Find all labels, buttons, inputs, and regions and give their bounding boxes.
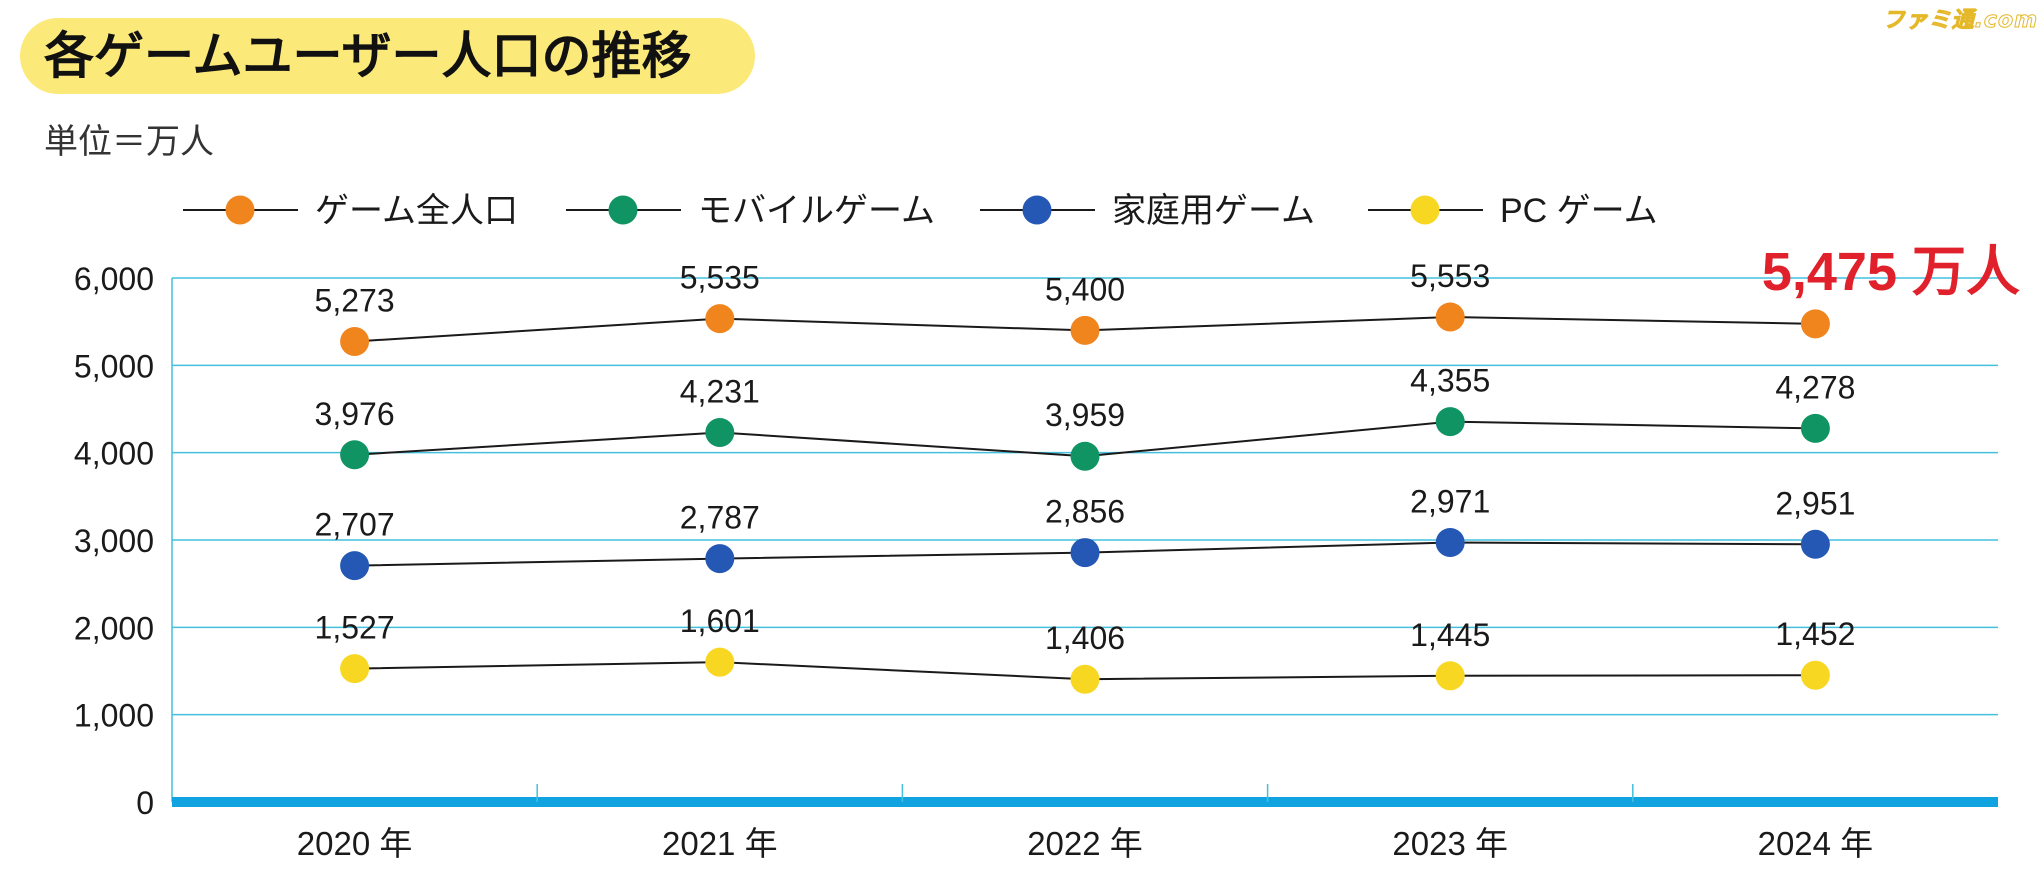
chart-series: 5,273 5,535 5,400 5,553 3,976 4,231 3,959 4,355… <box>315 258 1855 694</box>
data-point <box>340 551 370 581</box>
legend-marker <box>225 195 255 225</box>
data-point <box>1435 661 1465 691</box>
data-point <box>340 440 370 470</box>
data-point <box>1435 528 1465 558</box>
legend-item: PC ゲーム <box>1368 192 1658 230</box>
data-point <box>340 654 370 684</box>
data-point <box>1800 413 1830 443</box>
y-axis: 0 1,000 2,000 3,000 4,000 5,000 6,000 <box>74 261 154 821</box>
y-tick-label: 1,000 <box>74 698 154 734</box>
chart-grid <box>171 277 1998 807</box>
data-label: 4,355 <box>1410 363 1490 399</box>
data-point <box>705 417 735 447</box>
legend-marker <box>608 195 638 225</box>
data-label: 4,231 <box>680 373 760 409</box>
data-point <box>1800 660 1830 690</box>
data-label: 1,445 <box>1410 617 1490 653</box>
data-label: 2,707 <box>315 507 395 543</box>
data-label: 5,400 <box>1045 271 1125 307</box>
data-label: 2,971 <box>1410 484 1490 520</box>
data-point <box>705 544 735 574</box>
data-label: 5,273 <box>315 282 395 318</box>
y-tick-label: 3,000 <box>74 523 154 559</box>
legend-marker <box>1022 195 1052 225</box>
series-group: 1,527 1,601 1,406 1,445 1,452 <box>315 603 1855 694</box>
x-axis-baseline <box>172 797 1998 807</box>
data-label: 1,406 <box>1045 620 1125 656</box>
y-tick-label: 2,000 <box>74 610 154 646</box>
series-group: 5,273 5,535 5,400 5,553 <box>315 258 1830 356</box>
legend-label: モバイルゲーム <box>698 192 935 230</box>
y-tick-label: 6,000 <box>74 261 154 297</box>
data-point <box>705 647 735 677</box>
x-tick-label: 2022 年 <box>1027 825 1143 862</box>
data-point <box>1800 309 1830 339</box>
data-label: 5,553 <box>1410 258 1490 294</box>
data-label: 4,278 <box>1775 369 1855 405</box>
data-label: 2,787 <box>680 500 760 536</box>
data-label: 5,535 <box>680 260 760 296</box>
data-point <box>1070 315 1100 345</box>
highlight-total-label: 5,475 万人 <box>1762 242 2020 302</box>
legend-item: 家庭用ゲーム <box>980 192 1315 230</box>
data-label: 1,601 <box>680 603 760 639</box>
legend-label: 家庭用ゲーム <box>1112 192 1315 230</box>
x-tick-label: 2024 年 <box>1758 825 1874 862</box>
x-axis: 2020 年 2021 年 2022 年 2023 年 2024 年 <box>297 784 1873 862</box>
legend-item: モバイルゲーム <box>566 192 935 230</box>
legend-label: PC ゲーム <box>1500 192 1658 230</box>
chart-legend: ゲーム全人口 モバイルゲーム 家庭用ゲーム PC ゲーム <box>183 192 1658 230</box>
data-point <box>1070 441 1100 471</box>
unit-label: 単位＝万人 <box>44 122 214 162</box>
x-tick-label: 2020 年 <box>297 825 413 862</box>
y-tick-label: 5,000 <box>74 348 154 384</box>
watermark-logo: ファミ通.com <box>1882 8 2038 34</box>
data-label: 1,527 <box>315 610 395 646</box>
data-label: 3,976 <box>315 396 395 432</box>
series-group: 3,976 4,231 3,959 4,355 4,278 <box>315 363 1855 471</box>
data-point <box>705 304 735 334</box>
data-point <box>1070 538 1100 568</box>
x-tick-label: 2021 年 <box>662 825 778 862</box>
legend-item: ゲーム全人口 <box>183 192 518 230</box>
data-label: 3,959 <box>1045 397 1125 433</box>
legend-marker <box>1410 195 1440 225</box>
y-tick-label: 0 <box>136 785 154 821</box>
data-label: 2,856 <box>1045 494 1125 530</box>
title-banner: 各ゲームユーザー人口の推移 <box>20 18 755 94</box>
data-point <box>1435 302 1465 332</box>
data-point <box>1435 407 1465 437</box>
data-label: 2,951 <box>1775 485 1855 521</box>
data-point <box>340 326 370 356</box>
legend-label: ゲーム全人口 <box>315 192 518 230</box>
series-group: 2,707 2,787 2,856 2,971 2,951 <box>315 484 1855 581</box>
x-tick-label: 2023 年 <box>1392 825 1508 862</box>
page-title: 各ゲームユーザー人口の推移 <box>44 27 692 85</box>
data-point <box>1800 529 1830 559</box>
data-point <box>1070 664 1100 694</box>
data-label: 1,452 <box>1775 616 1855 652</box>
y-tick-label: 4,000 <box>74 436 154 472</box>
